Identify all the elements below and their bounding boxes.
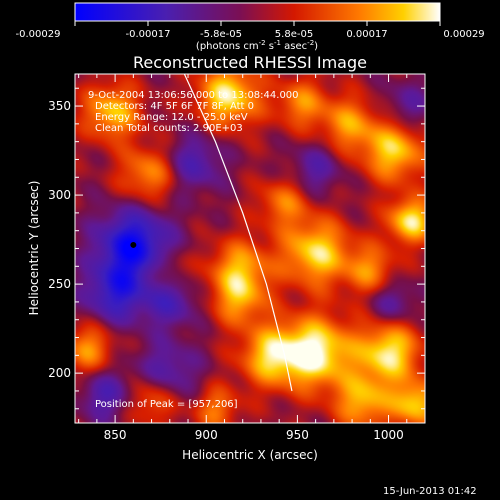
colorbar-ticks (74, 21, 441, 26)
colorbar-tick-label: 0.00029 (443, 29, 484, 40)
heatmap-image (75, 74, 425, 423)
plot-title: Reconstructed RHESSI Image (133, 53, 367, 72)
axis-tick-label: 250 (48, 277, 71, 291)
axis-tick-label: 200 (48, 366, 71, 380)
footer-date: 15-Jun-2013 01:42 (383, 486, 477, 497)
solar-limb-line (183, 74, 293, 392)
colorbar-tick-label: -0.00029 (16, 29, 61, 40)
annotation-counts: Clean Total counts: 2.90E+03 (95, 123, 243, 134)
peak-position-label: Position of Peak = [957,206] (95, 399, 238, 410)
peak-marker (130, 241, 137, 248)
axis-tick-label: 900 (195, 428, 218, 442)
annotation-energy: Energy Range: 12.0 - 25.0 keV (95, 112, 248, 123)
axis-tick-label: 350 (48, 99, 71, 113)
colorbar-tick-label: 0.00017 (346, 29, 387, 40)
colorbar-tick-label: 5.8e-05 (275, 29, 313, 40)
annotation-detectors: Detectors: 4F 5F 6F 7F 8F, Att 0 (95, 101, 254, 112)
colorbar-tick-label: -5.8e-05 (200, 29, 242, 40)
axis-ticks (75, 74, 426, 423)
colorbar (74, 2, 441, 22)
y-axis-label: Heliocentric Y (arcsec) (27, 181, 41, 316)
heatmap-container (75, 74, 425, 423)
axis-tick-label: 950 (286, 428, 309, 442)
colorbar-tick-label: -0.00017 (126, 29, 171, 40)
axis-tick-label: 850 (104, 428, 127, 442)
colorbar-units: (photons cm-2 s-1 asec-2) (196, 39, 318, 52)
axis-tick-label: 1000 (373, 428, 404, 442)
annotation-time: 9-Oct-2004 13:06:56.000 to 13:08:44.000 (88, 90, 299, 101)
x-axis-label: Heliocentric X (arcsec) (182, 448, 318, 462)
axis-tick-labels: 850 900 950 1000 200 250 300 350 (48, 99, 404, 442)
axis-tick-label: 300 (48, 188, 71, 202)
